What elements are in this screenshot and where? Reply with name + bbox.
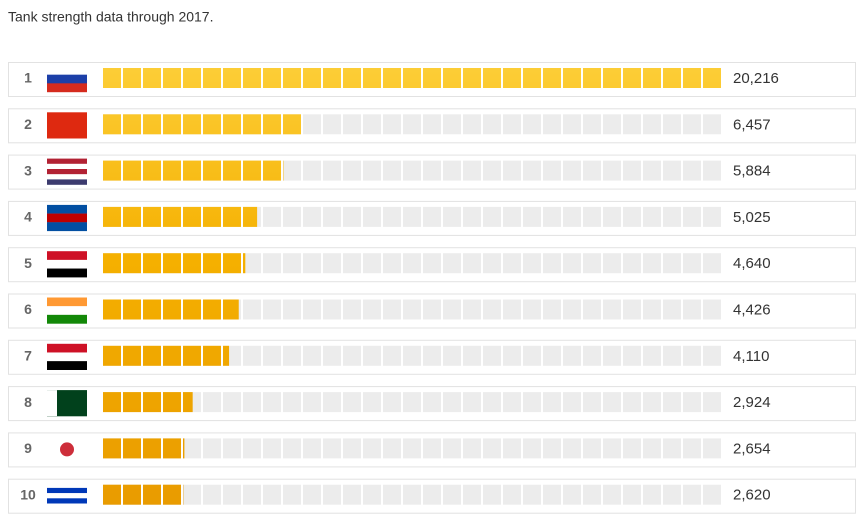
value-label: 6,457: [733, 116, 771, 133]
flag-stripe: [47, 174, 87, 180]
rank-label: 7: [24, 348, 32, 364]
bar: [103, 206, 258, 227]
flag-stripe: [47, 493, 87, 499]
flag-stripe: [47, 66, 87, 75]
flag-stripe: [47, 83, 87, 93]
rank-label: 5: [24, 255, 32, 271]
bar-track: [103, 299, 723, 320]
bar: [103, 299, 239, 320]
value-label: 2,654: [733, 440, 771, 457]
bar: [103, 253, 246, 274]
flag-emblem: [60, 442, 74, 457]
flag-stripe: [47, 74, 87, 84]
flag-stripe: [47, 297, 87, 307]
flag-stripe: [47, 169, 87, 175]
chart-title: Tank strength data through 2017.: [8, 9, 213, 25]
rank-label: 8: [24, 394, 32, 410]
flag-stripe: [47, 179, 87, 185]
flag-stripe: [47, 482, 87, 489]
rank-label: 6: [24, 301, 32, 317]
bar-track: [103, 206, 723, 227]
flag-stripe: [47, 343, 87, 353]
flag-stripe: [47, 498, 87, 504]
value-label: 4,640: [733, 255, 771, 272]
flag-stripe: [47, 503, 87, 509]
flag-stripe: [47, 352, 87, 362]
rank-label: 2: [24, 116, 32, 132]
flag-stripe: [47, 361, 87, 370]
flag-stripe: [47, 222, 87, 232]
value-label: 4,426: [733, 301, 771, 318]
flag-stripe: [47, 487, 87, 494]
bar-track: [103, 438, 723, 459]
bar-track: [103, 392, 723, 413]
flag-stripe: [47, 204, 87, 214]
rank-label: 3: [24, 162, 32, 178]
bar: [103, 438, 185, 459]
value-label: 5,025: [733, 209, 771, 226]
bar: [103, 114, 302, 135]
value-label: 20,216: [733, 70, 779, 87]
flag-stripe: [47, 390, 57, 417]
flag-stripe: [47, 306, 87, 316]
rank-label: 4: [24, 209, 32, 225]
bar-track: [103, 484, 723, 505]
flag-stripe: [47, 213, 87, 223]
bar: [103, 345, 230, 366]
rank-label: 1: [24, 70, 32, 86]
bar: [103, 68, 723, 88]
flag-stripe: [47, 268, 87, 278]
bar: [103, 160, 284, 181]
value-label: 2,620: [733, 487, 771, 504]
value-label: 2,924: [733, 394, 771, 411]
rank-label: 10: [20, 486, 36, 502]
flag-stripe: [47, 251, 87, 261]
flag-stripe: [47, 112, 87, 139]
rank-label: 9: [24, 440, 32, 456]
flag-stripe: [47, 314, 87, 324]
bar-track: [103, 345, 723, 366]
flag-stripe: [47, 259, 87, 269]
flag-stripe: [47, 163, 87, 170]
value-label: 5,884: [733, 163, 771, 180]
bar-track: [103, 253, 723, 274]
bar: [103, 484, 184, 505]
value-label: 4,110: [733, 348, 769, 365]
flag-stripe: [47, 158, 87, 164]
bar: [103, 392, 193, 413]
